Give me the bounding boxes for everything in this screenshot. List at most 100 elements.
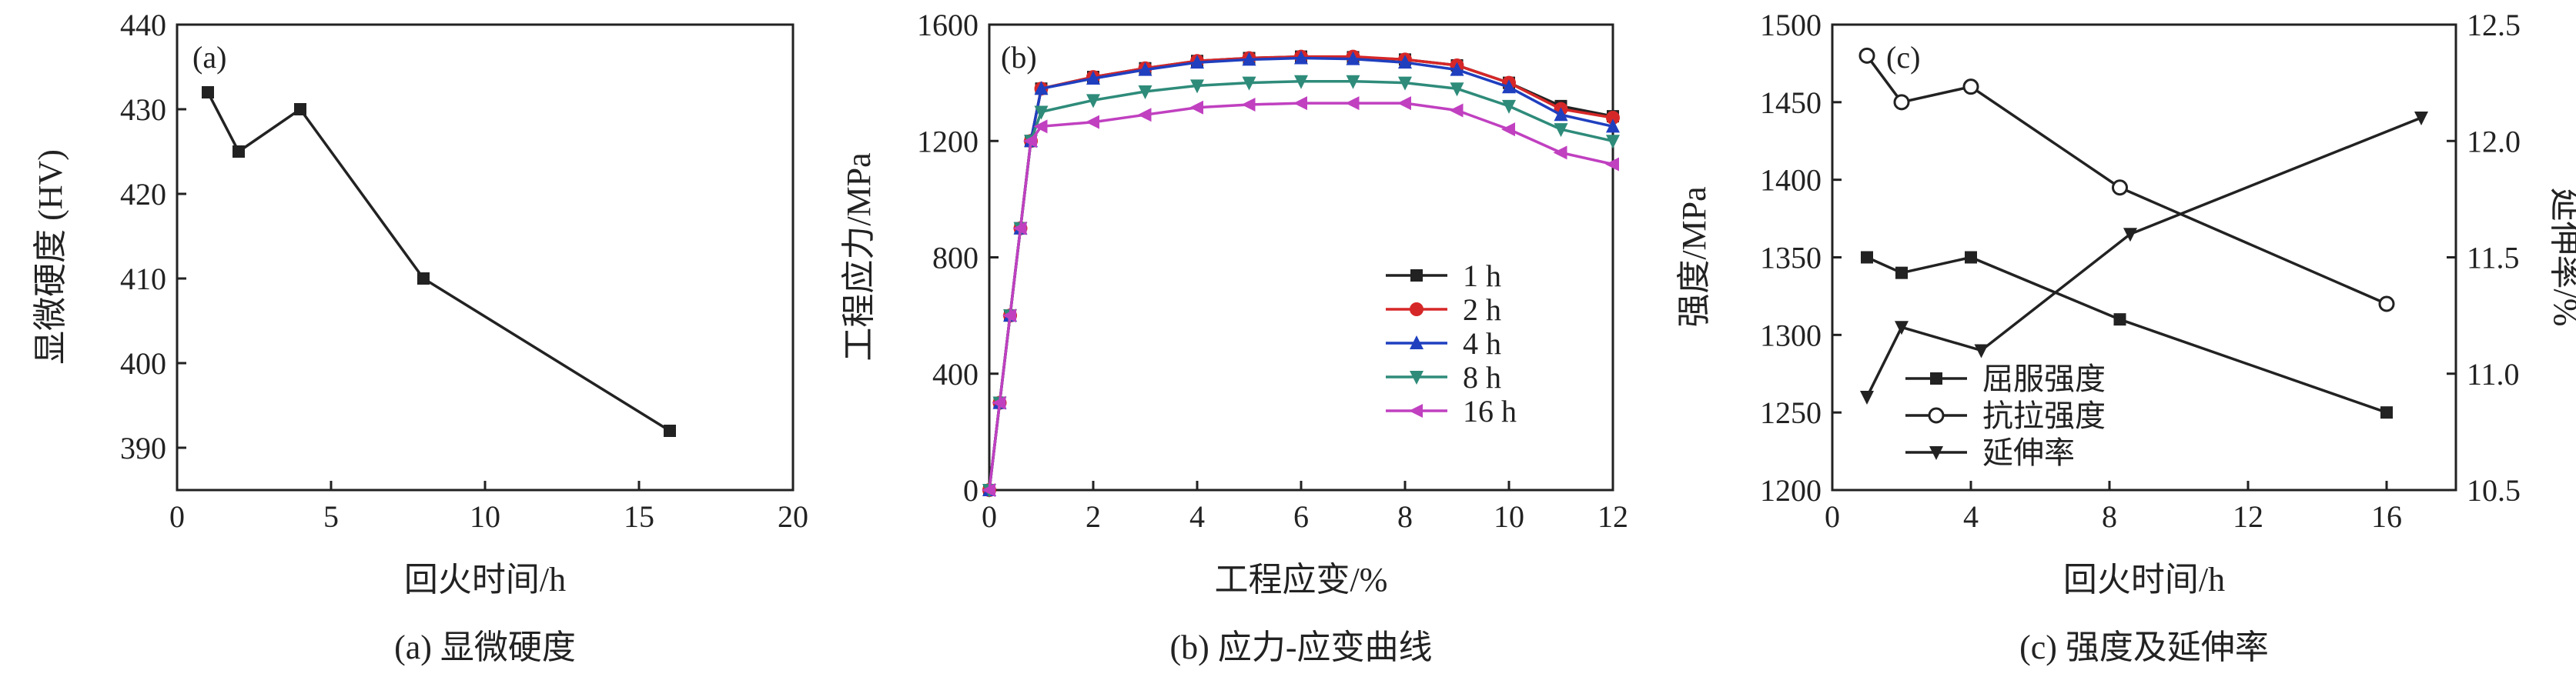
x-tick-label: 20 (778, 499, 808, 534)
data-point (294, 103, 306, 115)
data-point (982, 483, 995, 497)
x-tick-label: 12 (1597, 499, 1628, 534)
data-point (2112, 179, 2128, 196)
data-point (1242, 76, 1256, 91)
legend-label: 16 h (1463, 394, 1517, 429)
data-point (1449, 103, 1464, 118)
data-point (1858, 47, 1875, 64)
data-point (233, 145, 245, 158)
x-tick-label: 0 (982, 499, 997, 534)
data-point (1398, 76, 1412, 91)
data-point (1860, 391, 1874, 405)
data-point (1242, 52, 1256, 66)
data-point (1023, 134, 1037, 148)
x-tick-label: 5 (323, 499, 339, 534)
data-point (1606, 118, 1620, 133)
panel-b-stress-strain-chart: 0 2 4 6 8 10 12 0 400 800 1200 1600 1 h2 h4 h8 h16 … (840, 8, 1628, 666)
data-point (1502, 79, 1516, 94)
x-tick-label: 4 (1963, 499, 1979, 534)
legend-marker (1410, 302, 1423, 316)
data-point (2123, 228, 2137, 242)
x-tick-label: 10 (1494, 499, 1524, 534)
data-point (1893, 94, 1910, 111)
data-point (1138, 62, 1153, 76)
data-point (1606, 111, 1620, 125)
series-line-1 (206, 92, 671, 432)
y-tick-label: 420 (120, 177, 166, 212)
right-y-tick-label: 11.0 (2467, 357, 2520, 392)
data-point (1605, 157, 1619, 172)
legend-marker (1929, 446, 1943, 460)
panel-b-series (982, 49, 1620, 498)
data-point (1450, 62, 1464, 76)
legend-label: 抗拉强度 (1982, 399, 2106, 433)
data-point (1861, 251, 1873, 264)
data-point (417, 272, 430, 285)
x-tick-label: 0 (1825, 499, 1840, 534)
data-point (1965, 251, 1977, 264)
data-point (1241, 97, 1256, 112)
y-tick-label: 1400 (1760, 163, 1822, 198)
data-point (1034, 105, 1049, 120)
data-point (1974, 344, 1989, 359)
data-point (1012, 221, 1027, 235)
panel-a-ticks: 0 5 10 15 20 390 400 410 420 430 440 (120, 8, 808, 534)
panel-c-ticks: 0 4 8 12 16 1200 1250 1300 1350 1400 1450 1500 10.5 1… (1760, 8, 2521, 534)
y-tick-label: 1200 (917, 124, 979, 158)
y-tick-label: 1300 (1760, 318, 1822, 352)
data-point (202, 86, 214, 98)
data-point (1294, 50, 1308, 65)
data-point (1190, 55, 1204, 69)
panel-a-plot-frame (176, 23, 795, 492)
data-point (2378, 295, 2395, 312)
data-point (1554, 107, 1568, 122)
y-tick-label: 430 (120, 92, 166, 127)
legend-label: 4 h (1463, 326, 1501, 361)
panel-b-y-axis-label: 工程应力/MPa (840, 152, 878, 361)
data-point (1345, 96, 1360, 111)
data-point (1086, 94, 1100, 108)
panel-b-plot-frame (988, 23, 1614, 492)
data-point (1606, 135, 1620, 149)
data-point (1294, 75, 1308, 89)
x-tick-label: 12 (2233, 499, 2263, 534)
x-tick-label: 4 (1189, 499, 1205, 534)
x-tick-label: 6 (1293, 499, 1309, 534)
panel-c-right-y-axis-label: 延伸率/% (2547, 188, 2576, 327)
data-point (1293, 96, 1307, 111)
x-tick-label: 0 (169, 499, 185, 534)
legend-label: 延伸率 (1982, 435, 2075, 470)
panel-b-caption: (b) 应力-应变曲线 (1170, 629, 1433, 666)
data-point (1033, 119, 1048, 134)
data-point (1086, 70, 1100, 85)
panel-c-series (1858, 47, 2428, 419)
legend-marker (1410, 335, 1423, 349)
panel-b-ticks: 0 2 4 6 8 10 12 0 400 800 1200 1600 (917, 8, 1628, 534)
y-tick-label: 1350 (1760, 241, 1822, 275)
data-point (1002, 308, 1016, 323)
panel-a-series (202, 86, 676, 437)
y-tick-label: 400 (932, 357, 979, 392)
y-tick-label: 400 (120, 346, 166, 381)
panel-a-x-axis-label: 回火时间/h (404, 561, 566, 599)
data-point (1137, 108, 1152, 122)
data-point (1346, 75, 1360, 89)
data-point (1450, 82, 1464, 97)
legend-marker (1930, 372, 1942, 385)
y-tick-label: 1500 (1760, 8, 1822, 42)
right-y-tick-label: 11.5 (2467, 241, 2520, 275)
data-point (1553, 145, 1567, 160)
data-point (1034, 81, 1049, 95)
legend-marker (1410, 269, 1423, 282)
series-line-1 (1866, 255, 2387, 414)
panel-c-strength-elongation-chart: 0 4 8 12 16 1200 1250 1300 1350 1400 1450 1500 10.5 1… (1675, 8, 2576, 666)
legend-label: 1 h (1463, 258, 1501, 293)
x-tick-label: 10 (470, 499, 500, 534)
data-point (1554, 123, 1568, 138)
x-tick-label: 16 (2371, 499, 2402, 534)
panel-c-plot-frame (1831, 23, 2457, 492)
series-line-4 (988, 79, 1614, 491)
x-tick-label: 15 (624, 499, 654, 534)
